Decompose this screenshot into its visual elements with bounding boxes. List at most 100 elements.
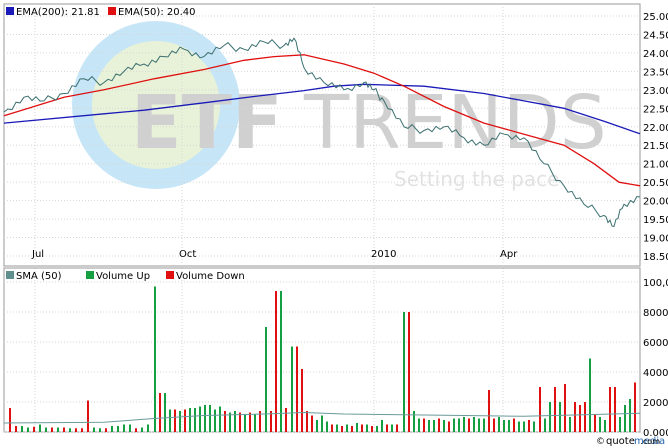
price-y-tick-label: 24.50 — [643, 30, 668, 41]
volume-up-bar — [391, 424, 393, 432]
watermark: ETF TRENDS Setting the pace — [72, 21, 607, 191]
volume-up-bar — [533, 421, 535, 432]
volume-down-bar — [51, 427, 53, 432]
volume-down-bar — [371, 426, 373, 432]
price-y-tick-label: 25.00 — [643, 12, 668, 23]
volume-up-bar — [549, 402, 551, 432]
volume-down-bar — [594, 414, 596, 432]
volume-up-bar — [21, 426, 23, 432]
legend-label-volume-up: Volume Up — [96, 271, 150, 282]
watermark-trends: TRENDS — [303, 80, 607, 166]
legend-swatch-volume-up — [86, 271, 94, 279]
volume-up-bar — [458, 418, 460, 432]
volume-down-bar — [331, 424, 333, 432]
volume-down-bar — [351, 426, 353, 432]
volume-up-bar — [57, 427, 59, 432]
price-y-tick-label: 20.00 — [643, 197, 668, 208]
price-y-axis: 25.00 24.50 24.00 23.50 23.00 22.50 22.00 21.50… — [643, 12, 668, 263]
legend-swatch-volume-down — [166, 271, 174, 279]
volume-down-bar — [306, 411, 308, 432]
volume-down-bar — [33, 426, 35, 432]
volume-up-bar — [316, 420, 318, 432]
price-y-tick-label: 19.50 — [643, 215, 668, 226]
volume-up-bar — [194, 408, 196, 432]
volume-up-bar — [117, 426, 119, 432]
volume-down-bar — [396, 424, 398, 432]
volume-down-bar — [468, 418, 470, 432]
price-y-tick-label: 22.00 — [643, 123, 668, 134]
volume-up-bar — [624, 405, 626, 432]
volume-down-bar — [275, 291, 277, 432]
volume-up-bar — [254, 414, 256, 432]
volume-y-tick-label: 80000 — [643, 308, 668, 319]
volume-down-bar — [493, 418, 495, 432]
volume-down-bar — [614, 387, 616, 432]
x-tick-label: 2010 — [371, 249, 396, 260]
volume-down-bar — [386, 424, 388, 432]
volume-down-bar — [528, 420, 530, 432]
volume-up-bar — [179, 411, 181, 432]
ema200-line — [3, 83, 641, 135]
volume-up-bar — [99, 428, 101, 432]
volume-up-bar — [376, 426, 378, 432]
volume-down-bar — [270, 411, 272, 432]
volume-up-bar — [544, 418, 546, 432]
brand-quote: quote — [606, 436, 635, 447]
volume-up-bar — [599, 417, 601, 432]
volume-up-bar — [154, 286, 156, 432]
volume-up-bar — [189, 408, 191, 432]
volume-up-bar — [478, 418, 480, 432]
price-grid — [4, 4, 640, 432]
price-y-tick-label: 23.00 — [643, 86, 668, 97]
volume-up-bar — [503, 420, 505, 432]
volume-down-bar — [554, 387, 556, 432]
volume-up-bar — [147, 424, 149, 432]
legend-label-ema200: EMA(200): 21.81 — [16, 7, 100, 18]
volume-panel-frame — [3, 267, 641, 433]
volume-up-bar — [413, 411, 415, 432]
price-legend: EMA(200): 21.81 EMA(50): 20.40 — [6, 7, 196, 18]
volume-down-bar — [539, 387, 541, 432]
volume-down-bar — [634, 382, 636, 432]
volume-down-bar — [135, 428, 137, 432]
price-y-tick-label: 22.50 — [643, 104, 668, 115]
price-y-tick-label: 20.50 — [643, 178, 668, 189]
quotemedia-credit[interactable]: © quote media .com — [596, 436, 665, 447]
volume-up-bar — [123, 424, 125, 432]
volume-up-bar — [45, 427, 47, 432]
volume-up-bar — [356, 423, 358, 432]
volume-up-bar — [265, 327, 267, 432]
volume-up-bar — [453, 418, 455, 432]
volume-up-bar — [508, 420, 510, 432]
volume-up-bar — [69, 428, 71, 432]
volume-up-bar — [336, 424, 338, 432]
volume-down-bar — [423, 418, 425, 432]
volume-up-bar — [291, 346, 293, 432]
volume-down-bar — [105, 428, 107, 432]
volume-down-bar — [239, 412, 241, 432]
volume-up-bar — [199, 406, 201, 432]
volume-up-bar — [483, 418, 485, 432]
volume-down-bar — [285, 408, 287, 432]
volume-down-bar — [574, 402, 576, 432]
price-y-tick-label: 21.00 — [643, 160, 668, 171]
volume-down-bar — [341, 426, 343, 432]
volume-up-bar — [629, 399, 631, 432]
volume-up-bar — [204, 405, 206, 432]
volume-up-bar — [604, 420, 606, 432]
volume-up-bar — [93, 427, 95, 432]
ema50-line — [3, 54, 641, 187]
volume-down-bar — [75, 428, 77, 432]
volume-up-bar — [523, 421, 525, 432]
volume-down-bar — [87, 400, 89, 432]
volume-up-bar — [219, 406, 221, 432]
volume-down-bar — [438, 418, 440, 432]
volume-up-bar — [326, 421, 328, 432]
brand-media: media — [634, 436, 665, 447]
volume-up-bar — [39, 424, 41, 432]
volume-down-bar — [609, 387, 611, 432]
legend-swatch-sma — [6, 271, 14, 279]
volume-up-bar — [164, 393, 166, 432]
volume-down-bar — [584, 402, 586, 432]
